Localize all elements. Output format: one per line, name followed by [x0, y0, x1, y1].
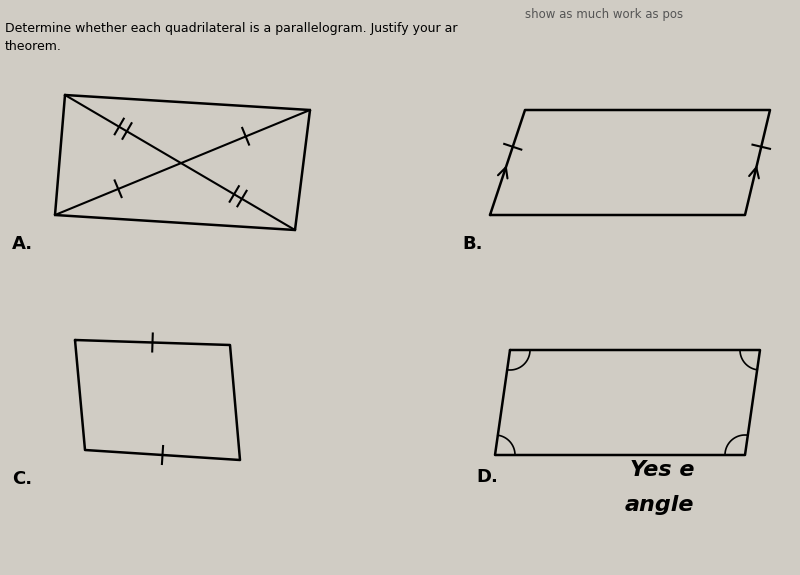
Text: A.: A.	[12, 235, 33, 253]
Text: C.: C.	[12, 470, 32, 488]
Text: show as much work as pos: show as much work as pos	[525, 8, 683, 21]
Text: angle: angle	[625, 495, 694, 515]
Text: theorem.: theorem.	[5, 40, 62, 53]
Text: D.: D.	[476, 468, 498, 486]
Text: B.: B.	[462, 235, 482, 253]
Text: Yes e: Yes e	[630, 460, 694, 480]
Text: Determine whether each quadrilateral is a parallelogram. Justify your ar: Determine whether each quadrilateral is …	[5, 22, 458, 35]
